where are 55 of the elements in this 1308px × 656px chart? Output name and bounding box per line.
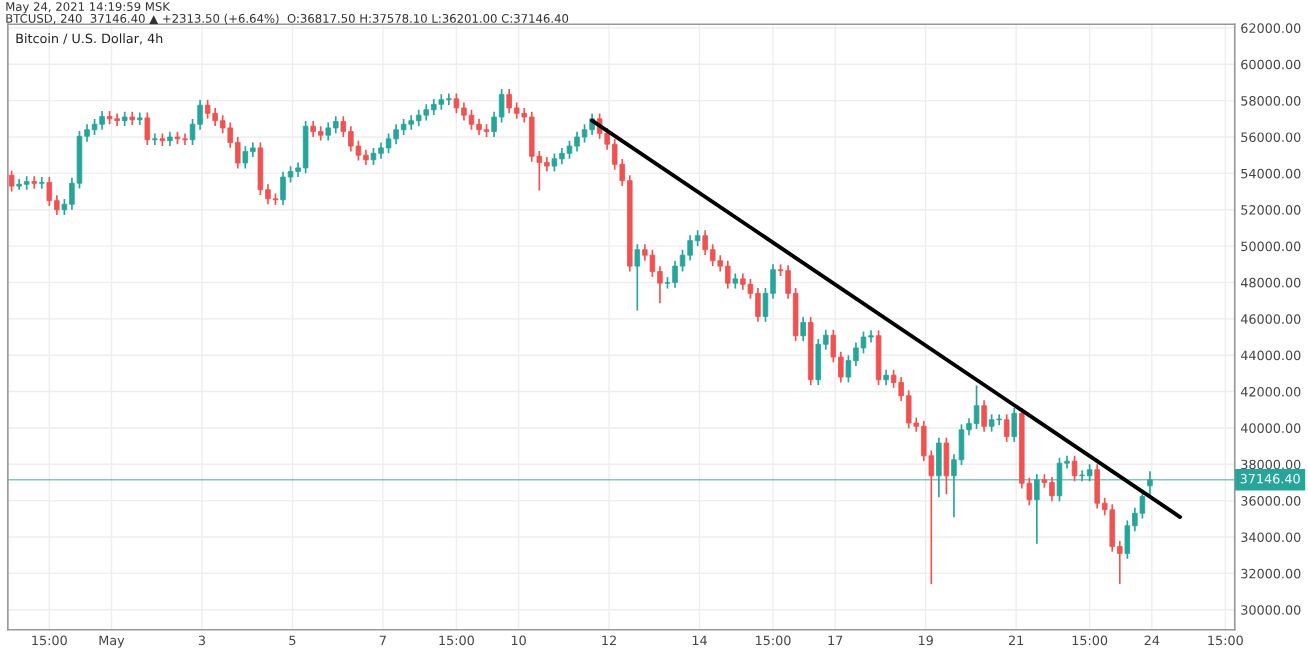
- candlestick: [408, 115, 414, 130]
- candlestick: [672, 260, 678, 288]
- candlestick: [1109, 504, 1116, 552]
- candlestick: [1094, 464, 1100, 509]
- candlestick: [137, 112, 143, 126]
- candlestick: [446, 93, 452, 106]
- candlestick: [981, 400, 987, 432]
- candlestick: [905, 390, 912, 429]
- candlestick: [1011, 408, 1018, 442]
- candlestick: [280, 171, 286, 206]
- candlestick: [875, 330, 882, 386]
- candlestick: [634, 244, 641, 311]
- candlestick: [348, 126, 354, 152]
- candlestick: [649, 249, 656, 277]
- candlestick: [468, 109, 475, 130]
- candlestick: [755, 287, 761, 322]
- candlestick: [1034, 474, 1040, 544]
- candlestick: [936, 437, 942, 498]
- candlestick: [16, 178, 22, 190]
- candlestick: [973, 385, 980, 429]
- candlestick: [182, 133, 188, 146]
- candlestick: [31, 176, 37, 189]
- candlestick: [506, 89, 512, 114]
- candlestick: [453, 93, 460, 114]
- candlestick: [1003, 414, 1010, 442]
- candlestick: [23, 176, 30, 190]
- candlestick: [39, 177, 45, 189]
- candlestick: [152, 133, 158, 146]
- candlestick: [732, 273, 739, 289]
- candlestick: [725, 260, 731, 289]
- candlestick: [1071, 455, 1078, 482]
- candlestick: [1049, 477, 1055, 502]
- candlestick: [393, 124, 399, 145]
- candlestick: [702, 230, 708, 256]
- candlestick: [114, 113, 120, 127]
- candlestick: [943, 437, 950, 495]
- candlestick: [1079, 470, 1085, 482]
- candlestick: [257, 142, 264, 196]
- candlestick: [687, 235, 693, 261]
- candlestick: [302, 120, 309, 174]
- candlestick: [242, 146, 249, 169]
- candlestick: [8, 170, 15, 192]
- candlestick: [800, 317, 806, 342]
- candlestick: [46, 177, 53, 207]
- candlestick: [1124, 520, 1131, 559]
- candlestick: [868, 330, 874, 343]
- candlestick: [144, 112, 151, 146]
- candlestick: [129, 111, 135, 126]
- candlestick: [317, 126, 324, 141]
- candlestick: [1056, 457, 1063, 502]
- candlestick: [1147, 471, 1153, 498]
- candlestick: [574, 131, 580, 152]
- candlestick: [815, 338, 821, 386]
- candlestick: [996, 414, 1002, 426]
- candlestick: [845, 355, 852, 383]
